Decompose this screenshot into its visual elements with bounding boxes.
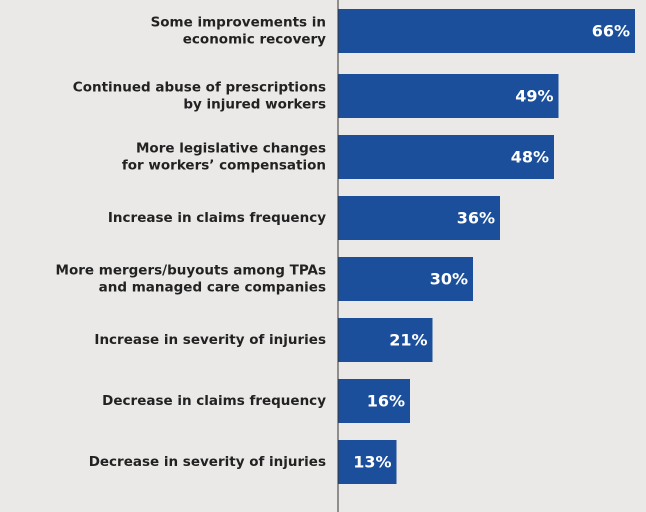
category-label: and managed care companies: [99, 280, 326, 296]
category-label: for workers’ compensation: [122, 158, 326, 174]
value-label: 66%: [592, 22, 630, 41]
bar: [338, 9, 635, 53]
bar: [338, 318, 433, 362]
category-label: Decrease in severity of injuries: [89, 454, 326, 470]
value-label: 49%: [515, 87, 553, 106]
value-label: 16%: [367, 392, 405, 411]
value-label: 21%: [389, 331, 427, 350]
bar: [338, 379, 410, 423]
bar: [338, 74, 559, 118]
category-label: Continued abuse of prescriptions: [73, 80, 326, 96]
bar: [338, 135, 554, 179]
category-label: More legislative changes: [136, 141, 326, 157]
bar: [338, 196, 500, 240]
bar: [338, 257, 473, 301]
category-label: economic recovery: [183, 32, 326, 48]
category-label: More mergers/buyouts among TPAs: [56, 263, 326, 279]
value-label: 30%: [430, 270, 468, 289]
value-label: 13%: [353, 453, 391, 472]
category-label: Decrease in claims frequency: [102, 393, 326, 409]
bar: [338, 440, 397, 484]
category-label: by injured workers: [183, 97, 326, 113]
category-label: Some improvements in: [151, 15, 326, 31]
value-label: 48%: [511, 148, 549, 167]
category-label: Increase in claims frequency: [108, 210, 326, 226]
category-label: Increase in severity of injuries: [94, 332, 326, 348]
value-label: 36%: [457, 209, 495, 228]
